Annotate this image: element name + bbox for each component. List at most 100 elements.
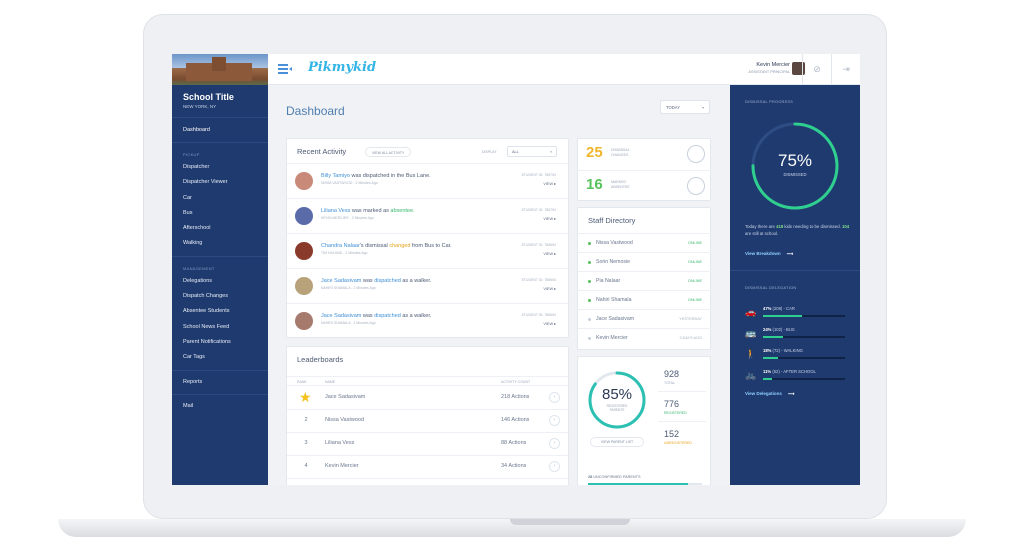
sidebar-item[interactable]: Delegations — [183, 277, 213, 284]
menu-toggle-icon[interactable] — [278, 64, 292, 74]
user-block[interactable]: Kevin Mercier ASSISTANT PRINCIPAL — [748, 62, 790, 74]
app-screen: School Title NEW YORK, NY Dashboard PICK… — [172, 54, 860, 485]
view-parent-list-button[interactable]: VIEW PARENT LIST — [590, 437, 644, 447]
staff-status: 3 DAYS AGO — [679, 336, 702, 340]
staff-name: Jace Sadasivam — [596, 316, 635, 322]
activity-meta: NISSA VASTWOOD - 2 Minutes Ago — [321, 181, 378, 185]
sidebar-item-reports[interactable]: Reports — [183, 378, 203, 385]
page-title: Dashboard — [286, 104, 345, 118]
col-name: NAME — [325, 380, 336, 384]
sidebar-item-mail[interactable]: Mail — [183, 402, 194, 409]
sidebar-item-dashboard[interactable]: Dashboard — [172, 118, 268, 143]
leaderboard-row: 2 Nissa Vastwood 146 Actions › — [287, 410, 570, 433]
reg-sub2: PARENTS — [609, 408, 625, 412]
activity-action: dispatched — [374, 313, 401, 319]
status-dot — [588, 299, 591, 302]
sidebar-item[interactable]: Dispatch Changes — [183, 293, 228, 300]
info-icon[interactable]: › — [549, 461, 560, 472]
delegation-detail: (102) - BUS — [771, 327, 795, 332]
staff-status: ONLINE — [687, 298, 702, 302]
col-activity: ACTIVITY COUNT — [501, 380, 531, 384]
view-link[interactable]: VIEW ▸ — [543, 252, 556, 256]
student-name[interactable]: Jace Sadasivam — [321, 278, 362, 284]
staff-row[interactable]: Nahiri Shamala ONLINE — [578, 290, 712, 309]
delegation-percent: 11% — [763, 369, 772, 374]
staff-directory-title: Staff Directory — [588, 216, 636, 225]
sidebar-item[interactable]: Dispatcher — [183, 164, 210, 170]
status-dot — [588, 318, 591, 321]
logout-icon[interactable]: ⇥ — [831, 54, 860, 85]
student-name[interactable]: Jace Sadasivam — [321, 313, 362, 319]
staff-row[interactable]: Nissa Vastwood ONLINE — [578, 233, 712, 252]
dismissal-panel: DISMISSAL PROGRESS 75% DISMISSED Today t… — [730, 85, 860, 485]
bus-icon: 🚌 — [745, 328, 757, 338]
view-link[interactable]: VIEW ▸ — [543, 287, 556, 291]
activity-row[interactable]: Liliana Vess was marked as absentee. KEVI… — [287, 198, 570, 233]
sidebar-item[interactable]: Absentee Students — [183, 308, 230, 315]
stat-label-1: MARKED — [611, 180, 626, 184]
star-icon: ★ — [299, 389, 312, 405]
sidebar-item[interactable]: Afterschool — [183, 225, 211, 232]
view-link[interactable]: VIEW ▸ — [543, 217, 556, 221]
student-id: STUDENT ID: 786754 — [521, 173, 556, 177]
activity-meta: NAHIRI SHAMALA - 2 Minutes Ago — [321, 321, 376, 325]
leaderboards-card: Leaderboards RANK NAME ACTIVITY COUNT ★ J… — [286, 346, 570, 485]
total-label: TOTAL — [664, 381, 675, 385]
activity-meta: NAHIRI SHAMALA - 2 Minutes Ago — [321, 286, 376, 290]
sidebar-item[interactable]: Walking — [183, 240, 203, 247]
student-id: STUDENT ID: 786654 — [521, 278, 556, 282]
staff-name: Pia Nalaar — [596, 278, 621, 284]
user-avatar[interactable] — [792, 62, 805, 75]
settings-icon[interactable]: ⊘ — [802, 54, 831, 85]
status-dot — [588, 337, 591, 340]
display-select[interactable]: ALL ▾ — [507, 146, 557, 157]
sidebar-item[interactable]: School News Feed — [183, 323, 230, 330]
sidebar-item[interactable]: Car Tags — [183, 354, 205, 361]
view-breakdown-link[interactable]: View Breakdown ⟶ — [745, 251, 794, 256]
delegation-label: 11% (52) - AFTER SCHOOL — [763, 369, 816, 374]
activity-row[interactable]: Jace Sadasivam was dispatched as a walke… — [287, 268, 570, 303]
staff-row[interactable]: Kevin Mercier 3 DAYS AGO — [578, 328, 712, 347]
staff-row[interactable]: Jace Sadasivam YESTERDAY — [578, 309, 712, 328]
activity-count: 218 Actions — [501, 394, 530, 400]
sidebar-item[interactable]: Car — [183, 194, 192, 201]
view-delegations-link[interactable]: View Delegations ⟶ — [745, 391, 795, 396]
view-all-activity-button[interactable]: VIEW ALL ACTIVITY — [365, 147, 412, 157]
info-icon[interactable]: › — [549, 415, 560, 426]
activity-row[interactable]: Billy Tamiyo was dispatched in the Bus L… — [287, 163, 570, 198]
activity-meta: TIM HALAND - 2 Minutes Ago — [321, 251, 368, 255]
delegation-row: 🚶 18% (72) - WALKING — [745, 348, 849, 364]
leaderboard-header: RANK NAME ACTIVITY COUNT — [287, 376, 570, 386]
staff-name: Nahiri Shamala — [596, 297, 632, 303]
unconfirmed-parents: 28 UNCONFIRMED PARENTS — [588, 475, 640, 479]
school-location: NEW YORK, NY — [183, 104, 217, 109]
status-dot — [588, 242, 591, 245]
activity-rest: as a walker. — [400, 313, 432, 319]
activity-count: 34 Actions — [501, 463, 527, 469]
leaderboard-row: ★ Jace Sadasivam 218 Actions › — [287, 387, 570, 410]
activity-verb: was dispatched in the Bus Lane. — [349, 173, 431, 179]
date-filter-select[interactable]: TODAY ▾ — [660, 100, 710, 114]
staff-row[interactable]: Pia Nalaar ONLINE — [578, 271, 712, 290]
view-link[interactable]: VIEW ▸ — [543, 322, 556, 326]
unconfirmed-bar — [588, 483, 702, 485]
student-name[interactable]: Liliana Vess — [321, 208, 351, 214]
activity-rest: as a walker. — [400, 278, 432, 284]
sidebar-item[interactable]: Dispatcher Viewer — [183, 179, 228, 186]
activity-row[interactable]: Jace Sadasivam was dispatched as a walke… — [287, 303, 570, 338]
staff-row[interactable]: Sorin Nemosie ONLINE — [578, 252, 712, 271]
sidebar-section-management: MANAGEMENT — [183, 265, 215, 271]
arrow-right-icon: ⟶ — [787, 391, 795, 396]
activity-text: Liliana Vess was marked as absentee. — [321, 208, 415, 214]
display-value: ALL — [512, 150, 519, 154]
sidebar-item[interactable]: Parent Notifications — [183, 338, 231, 345]
activity-row[interactable]: Chandra Nalaar's dismissal changed from … — [287, 233, 570, 268]
student-name[interactable]: Chandra Nalaar — [321, 243, 360, 249]
status-dot — [588, 261, 591, 264]
activity-verb: was — [361, 278, 375, 284]
view-link[interactable]: VIEW ▸ — [543, 182, 556, 186]
info-icon[interactable]: › — [549, 438, 560, 449]
sidebar-item[interactable]: Bus — [183, 209, 193, 216]
info-icon[interactable]: › — [549, 392, 560, 403]
student-name[interactable]: Billy Tamiyo — [321, 173, 350, 179]
